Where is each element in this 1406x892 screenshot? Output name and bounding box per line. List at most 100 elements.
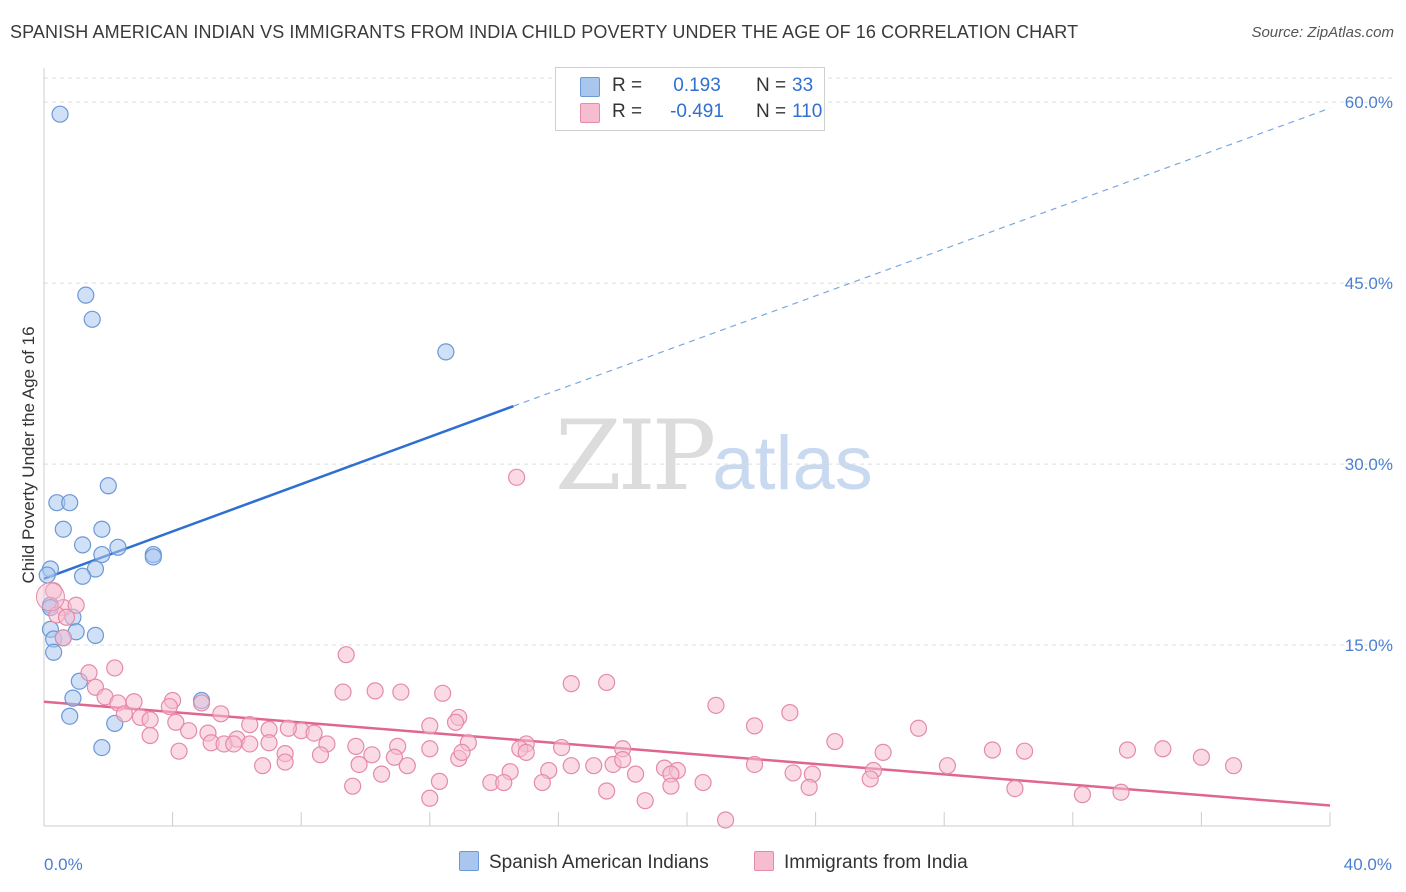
- spanish-american-indians-point: [45, 643, 63, 661]
- y-tick-label: 15.0%: [1345, 636, 1393, 655]
- immigrants-from-india-point: [983, 741, 1002, 759]
- immigrants-from-india-point: [598, 782, 616, 800]
- immigrants-from-india-point: [241, 735, 259, 753]
- y-tick-label: 30.0%: [1345, 455, 1393, 474]
- source-credit: Source: ZipAtlas.com: [1251, 24, 1394, 41]
- immigrants-from-india-point: [170, 742, 188, 760]
- immigrants-from-india-point: [745, 755, 764, 774]
- immigrants-from-india-point: [614, 751, 632, 769]
- spanish-american-indians-point: [51, 105, 69, 123]
- chart-title: SPANISH AMERICAN INDIAN VS IMMIGRANTS FR…: [10, 22, 1079, 42]
- immigrants-from-india-point: [874, 743, 892, 762]
- data-points: [35, 105, 1243, 829]
- immigrants-from-india-point: [1224, 757, 1243, 775]
- immigrants-from-india-point: [398, 757, 416, 775]
- bottom-legend-india: Immigrants from India: [754, 851, 968, 874]
- n-label: N =: [756, 75, 787, 96]
- immigrants-from-india-point: [938, 757, 957, 775]
- immigrants-from-india-point: [385, 748, 404, 766]
- immigrants-from-india-point: [1015, 742, 1034, 760]
- immigrants-from-india-point: [167, 713, 185, 731]
- axes: [43, 68, 1331, 827]
- immigrants-from-india-point: [392, 683, 410, 701]
- spanish-american-indians-point: [73, 567, 92, 585]
- immigrants-from-india-point: [716, 811, 735, 829]
- immigrants-from-india-point: [115, 705, 133, 723]
- immigrants-from-india-point: [430, 772, 449, 790]
- bottom-legend-swatch-spanish: [459, 851, 479, 871]
- immigrants-from-india-point: [508, 468, 526, 486]
- immigrants-from-india-point: [334, 683, 352, 701]
- immigrants-from-india-point: [495, 773, 513, 792]
- bottom-legend-label-spanish: Spanish American Indians: [489, 852, 709, 873]
- immigrants-from-india-point: [598, 673, 616, 692]
- r-label: R =: [612, 101, 643, 122]
- immigrants-from-india-point: [372, 765, 391, 783]
- immigrants-from-india-point: [192, 694, 211, 712]
- immigrants-from-india-point: [160, 697, 178, 716]
- immigrants-from-india-point: [305, 724, 323, 742]
- correlation-legend: R = 0.193 N = 33 R = -0.491 N = 110: [555, 67, 825, 131]
- spanish-american-indians-point: [109, 538, 127, 556]
- immigrants-from-india-point: [180, 722, 198, 740]
- legend-swatch-spanish: [580, 77, 600, 97]
- spanish-american-indians-point: [73, 536, 92, 554]
- immigrants-from-india-point: [225, 735, 243, 753]
- spanish-american-indians-point: [93, 545, 111, 564]
- spanish-trend-extension: [513, 107, 1331, 407]
- trend-lines: [43, 107, 1331, 807]
- spanish-american-indians-point: [144, 548, 162, 566]
- spanish-american-indians-point: [437, 343, 455, 361]
- immigrants-from-india-point: [553, 738, 571, 757]
- spanish-american-indians-point: [77, 286, 95, 304]
- spanish-american-indians-point: [61, 494, 79, 512]
- r-value: 0.193: [673, 75, 721, 96]
- immigrants-from-india-point: [350, 755, 368, 774]
- immigrants-from-india-point: [533, 773, 551, 792]
- immigrants-from-india-point: [662, 777, 680, 795]
- immigrants-from-india-point: [363, 746, 381, 764]
- immigrants-from-india-point: [366, 682, 384, 700]
- immigrants-from-india-point: [67, 596, 85, 614]
- spanish-american-indians-point: [54, 520, 72, 538]
- immigrants-from-india-point: [344, 777, 362, 795]
- immigrants-from-india-point: [125, 693, 143, 711]
- zipatlas-watermark: ZIPatlas: [555, 400, 873, 512]
- immigrants-from-india-point: [279, 719, 297, 737]
- immigrants-from-india-point: [1154, 740, 1172, 758]
- immigrants-from-india-point: [1112, 783, 1130, 801]
- spanish-american-indians-point: [99, 477, 117, 495]
- immigrants-from-india-point: [80, 664, 98, 682]
- immigrants-from-india-point: [241, 716, 259, 734]
- immigrants-from-india-point: [826, 732, 844, 751]
- spanish-american-indians-point: [86, 560, 105, 578]
- immigrants-from-india-point: [337, 646, 355, 664]
- immigrants-from-india-point: [1073, 786, 1092, 804]
- x-tick-label-max: 40.0%: [1344, 855, 1392, 874]
- immigrants-from-india-point: [784, 764, 802, 782]
- immigrants-from-india-point: [1192, 748, 1211, 766]
- immigrants-from-india-point: [141, 726, 159, 745]
- immigrants-from-india-point: [800, 778, 818, 796]
- r-value: -0.491: [670, 101, 724, 122]
- y-tick-label: 45.0%: [1345, 274, 1393, 293]
- spanish-american-indians-point: [61, 707, 79, 725]
- bottom-legend-label-india: Immigrants from India: [784, 852, 968, 873]
- spanish-american-indians-point: [86, 626, 105, 644]
- tick-labels: 15.0% 30.0% 45.0% 60.0% 0.0% 40.0%: [44, 93, 1393, 874]
- immigrants-from-india-point: [254, 757, 272, 775]
- immigrants-from-india-point: [421, 717, 439, 735]
- n-value: 33: [792, 75, 814, 96]
- immigrants-from-india-point: [636, 792, 654, 810]
- immigrants-from-india-point: [626, 765, 645, 783]
- bottom-legend-spanish: Spanish American Indians: [459, 851, 709, 874]
- immigrants-from-india-point: [517, 743, 535, 762]
- immigrants-from-india-point: [57, 608, 76, 626]
- immigrants-from-india-point: [562, 675, 580, 693]
- spanish-american-indians-point: [93, 738, 111, 757]
- immigrants-from-india-point: [1006, 779, 1024, 798]
- immigrants-from-india-point: [781, 703, 799, 722]
- immigrants-from-india-point: [311, 746, 330, 764]
- immigrants-from-india-cluster-point: [35, 582, 65, 612]
